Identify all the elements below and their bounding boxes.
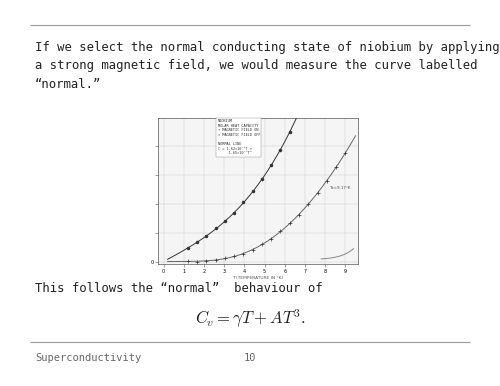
Text: If we select the normal conducting state of niobium by applying
a strong magneti: If we select the normal conducting state…: [35, 41, 500, 91]
Text: Tc=9.17°K: Tc=9.17°K: [330, 186, 350, 190]
Text: Superconductivity: Superconductivity: [35, 353, 142, 363]
X-axis label: T (TEMPERATURE IN °K): T (TEMPERATURE IN °K): [232, 276, 283, 280]
Text: NIOBIUM
MOLAR HEAT CAPACITY
+ MAGNETIC FIELD ON
× MAGNETIC FIELD OFF

NORMAL LIN: NIOBIUM MOLAR HEAT CAPACITY + MAGNETIC F…: [218, 119, 260, 156]
Text: This follows the “normal”  behaviour of: This follows the “normal” behaviour of: [35, 282, 322, 295]
Text: 10: 10: [244, 353, 256, 363]
Text: $C_v = \gamma T + AT^3.$: $C_v = \gamma T + AT^3.$: [194, 307, 306, 330]
